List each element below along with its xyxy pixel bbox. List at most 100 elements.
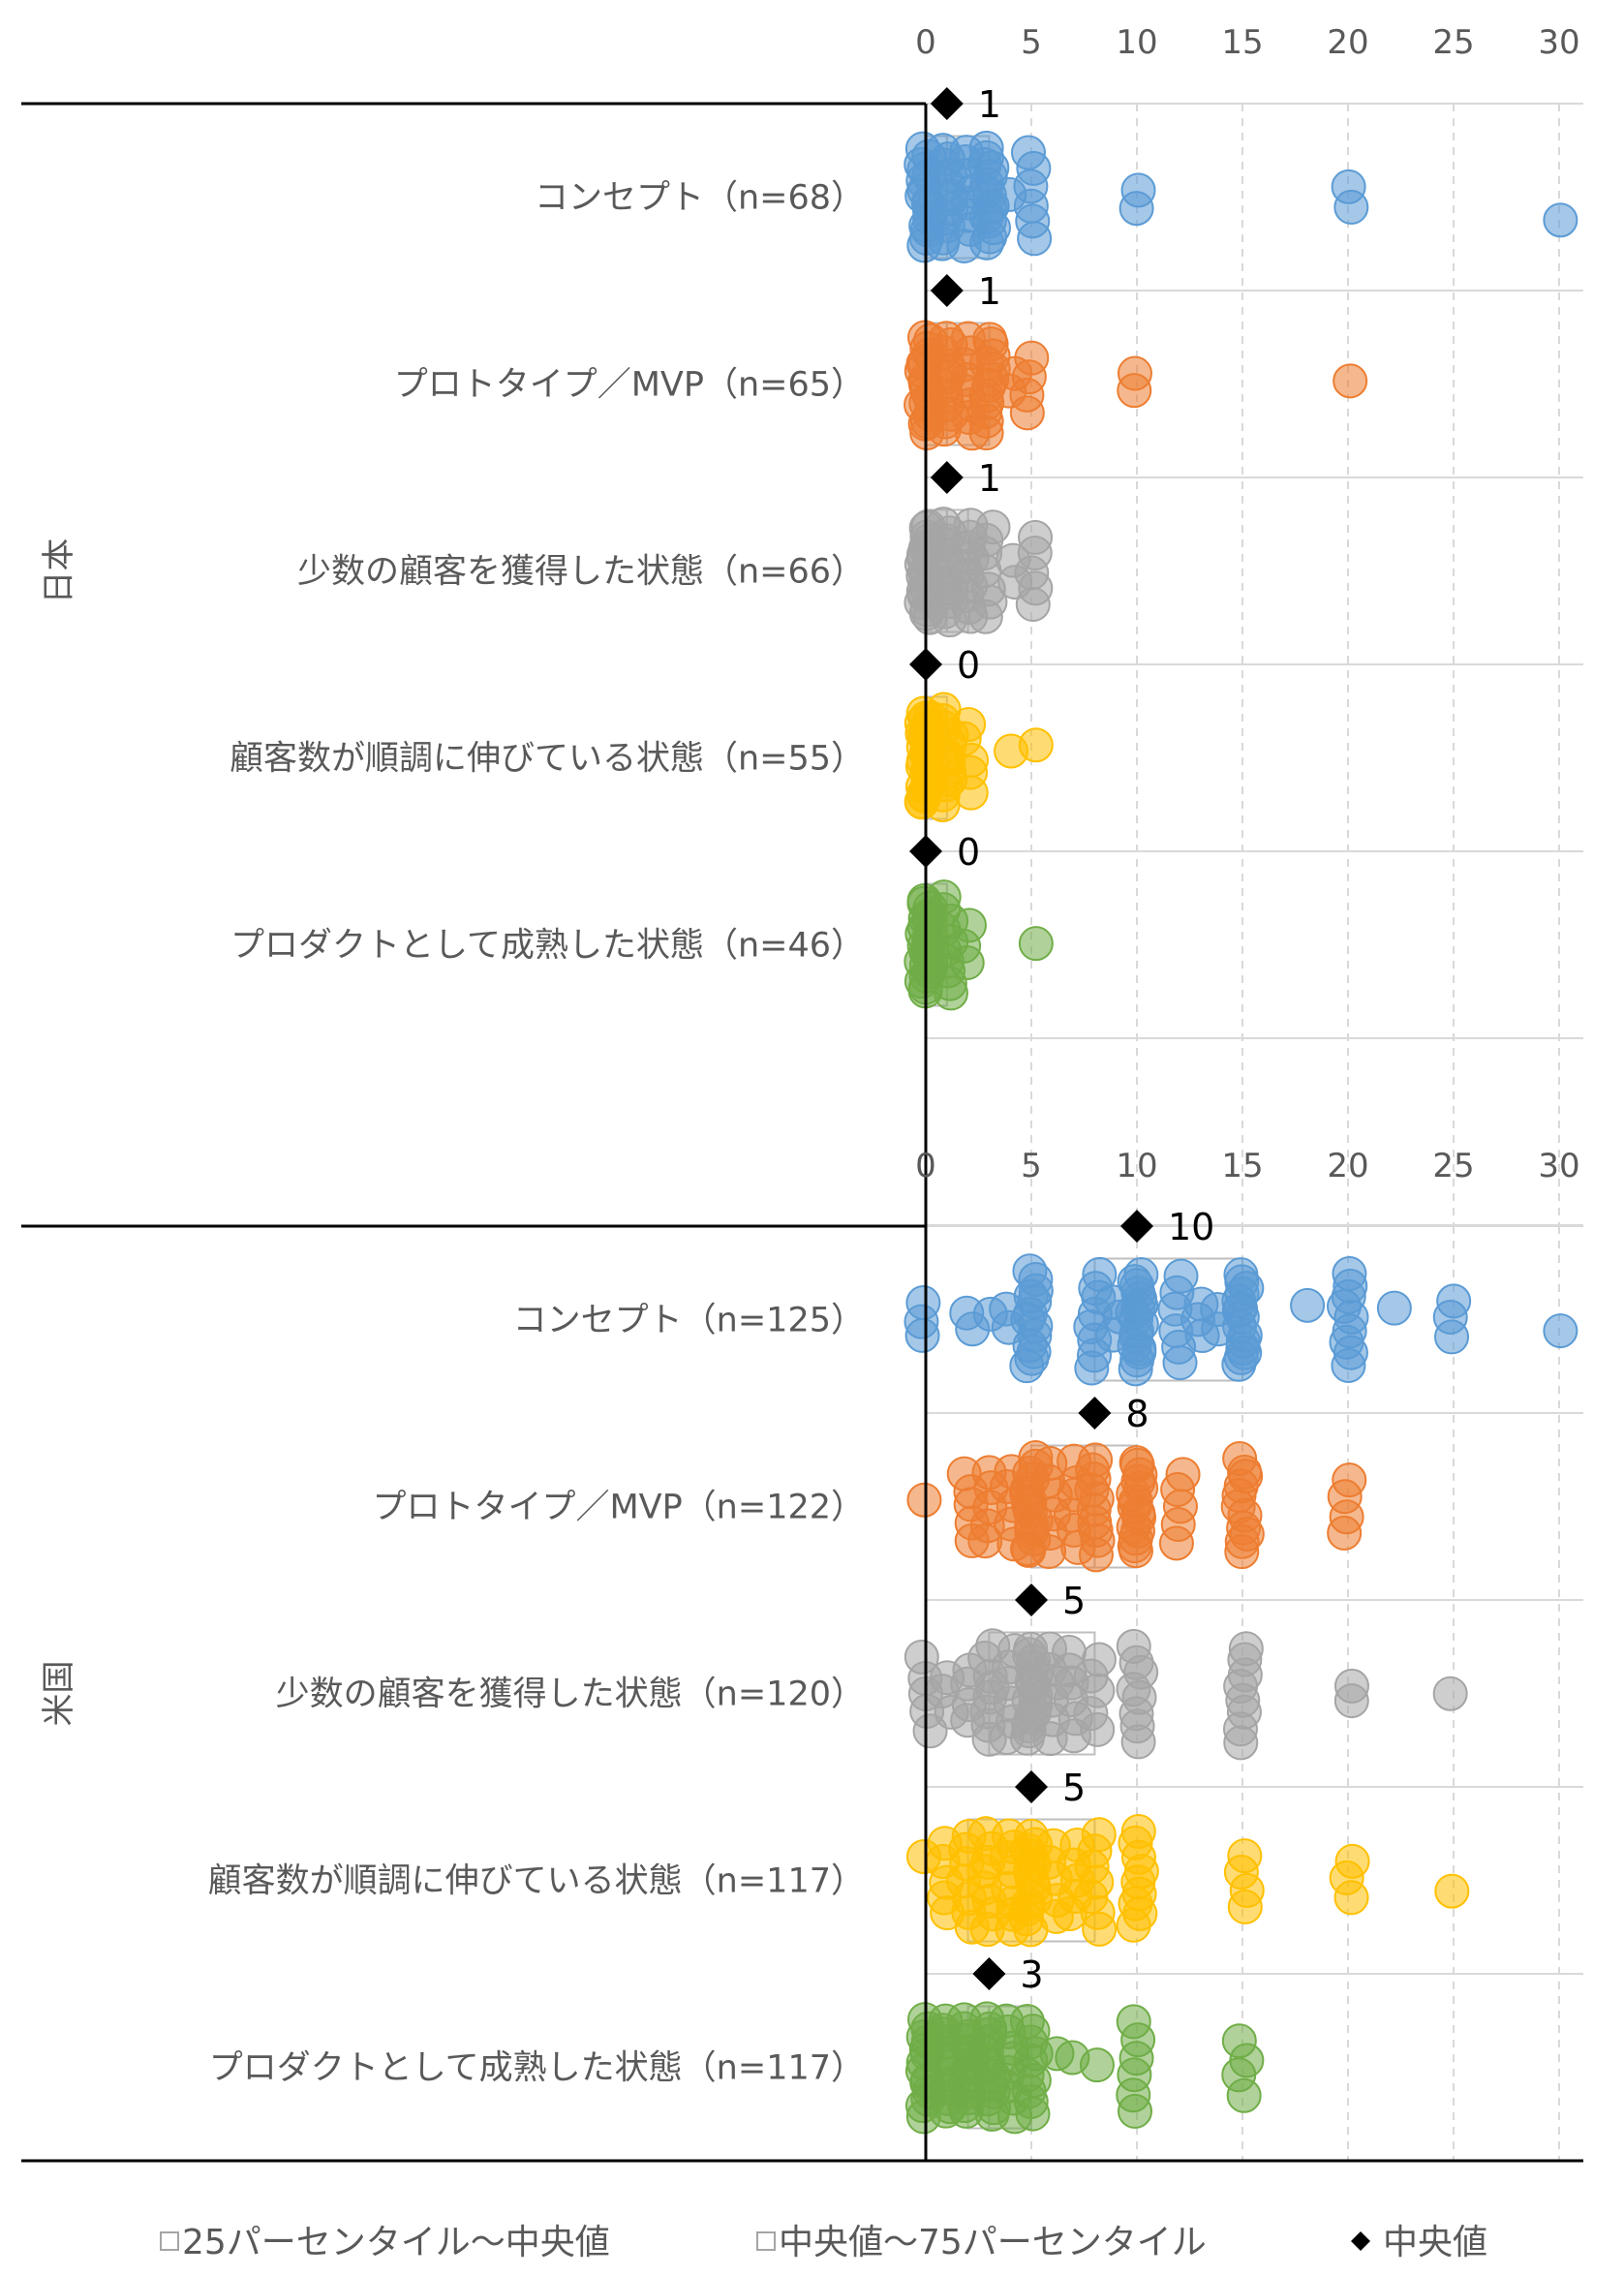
data-point [953, 775, 989, 811]
category-label: 顧客数が順調に伸びている状態（n=55） [230, 740, 865, 779]
x-tick-label: 25 [1432, 1147, 1474, 1185]
data-point [1118, 191, 1154, 227]
data-point [1290, 1287, 1326, 1323]
data-point [1227, 1889, 1263, 1924]
legend-label-median-q3: 中央値～75パーセンタイル [779, 2223, 1207, 2262]
median-label: 1 [978, 83, 1001, 126]
median-marker [1015, 1770, 1048, 1803]
data-point [1116, 1907, 1151, 1943]
data-point [968, 415, 1004, 451]
data-point [1543, 1313, 1578, 1349]
group-label: 米国 [40, 1661, 78, 1727]
legend-swatch-median-q3 [756, 2231, 776, 2251]
x-tick-label: 5 [1021, 1147, 1042, 1185]
median-label: 8 [1125, 1393, 1149, 1435]
data-point [1018, 926, 1054, 962]
median-marker [1078, 1397, 1112, 1430]
data-point [1017, 221, 1053, 257]
data-point [1079, 2047, 1115, 2083]
data-point [1117, 373, 1152, 409]
legend-diamond-marker [1351, 2231, 1370, 2251]
x-tick-label: 0 [915, 1147, 936, 1185]
x-tick-label: 10 [1116, 23, 1157, 62]
points-layer [904, 130, 1578, 2135]
median-label: 1 [978, 270, 1001, 313]
data-point [1015, 2096, 1051, 2132]
category-label: 顧客数が順調に伸びている状態（n=117） [208, 1862, 865, 1901]
data-point [1333, 1683, 1369, 1719]
group-label: 日本 [40, 538, 78, 604]
category-label: プロダクトとして成熟した状態（n=46） [230, 927, 865, 966]
median-label: 5 [1062, 1767, 1086, 1809]
category-label: 少数の顧客を獲得した状態（n=120） [276, 1676, 865, 1714]
axes-layer [21, 102, 1583, 2163]
data-point [1331, 1347, 1366, 1383]
median-marker [930, 87, 964, 120]
data-point [1009, 1348, 1045, 1384]
median-marker [909, 648, 942, 681]
category-label: 少数の顧客を獲得した状態（n=66） [297, 553, 865, 592]
data-point [1434, 1873, 1470, 1909]
data-point [1120, 1724, 1156, 1760]
x-tick-label: 20 [1327, 23, 1368, 62]
data-point [1118, 1351, 1153, 1387]
data-point [904, 1317, 940, 1353]
median-label: 0 [957, 831, 980, 874]
median-marker [930, 461, 964, 494]
x-tick-label: 0 [915, 23, 936, 62]
legend-swatch-q1-median [160, 2231, 179, 2251]
data-point [1333, 363, 1368, 399]
data-point [1434, 1319, 1470, 1355]
data-point [1432, 1676, 1468, 1711]
data-point [967, 599, 1003, 634]
data-point [1333, 189, 1369, 225]
data-point [1327, 1515, 1363, 1551]
data-point [1333, 1880, 1369, 1916]
legend: 25パーセンタイル～中央値 中央値～75パーセンタイル 中央値 [160, 2223, 1487, 2262]
legend-label-median: 中央値 [1383, 2223, 1487, 2262]
data-point [1223, 1725, 1259, 1761]
median-label: 5 [1062, 1580, 1086, 1622]
median-label: 10 [1168, 1206, 1214, 1248]
median-marker [1015, 1584, 1048, 1616]
x-tick-label: 15 [1221, 23, 1263, 62]
data-point [1162, 1345, 1198, 1381]
median-marker [909, 835, 942, 868]
category-label: プロトタイプ／MVP（n=65） [394, 366, 865, 405]
data-point [1118, 2093, 1153, 2129]
data-point [906, 1482, 942, 1518]
median-marker [930, 274, 964, 307]
category-label: コンセプト（n=125） [513, 1302, 865, 1340]
category-label: プロトタイプ／MVP（n=122） [372, 1489, 865, 1527]
category-label: コンセプト（n=68） [535, 179, 865, 218]
x-tick-label: 30 [1538, 1147, 1579, 1185]
text-layer: 0 5 10 15 20 25 30日本コンセプト（n=68）1プロトタイプ／MVP（n=6… [40, 23, 1580, 2088]
x-tick-label: 5 [1021, 23, 1042, 62]
x-tick-label: 30 [1538, 23, 1579, 62]
data-point [1158, 1525, 1194, 1561]
x-tick-label: 25 [1432, 23, 1474, 62]
data-point [1018, 727, 1054, 763]
data-point [949, 945, 985, 981]
data-point [1015, 587, 1051, 623]
data-point [1224, 1534, 1260, 1570]
median-label: 0 [957, 644, 980, 687]
data-point [1543, 202, 1578, 238]
legend-label-q1-median: 25パーセンタイル～中央値 [182, 2223, 610, 2262]
category-label: プロダクトとして成熟した状態（n=117） [209, 2049, 865, 2088]
data-point [1080, 1711, 1116, 1747]
x-tick-label: 20 [1327, 1147, 1368, 1185]
data-point [1074, 1350, 1110, 1386]
x-tick-label: 15 [1221, 1147, 1263, 1185]
median-label: 3 [1020, 1953, 1043, 1996]
data-point [1376, 1290, 1412, 1326]
x-tick-label: 10 [1116, 1147, 1157, 1185]
data-point [1226, 2077, 1262, 2113]
data-point [1118, 1533, 1153, 1569]
median-marker [972, 1957, 1006, 1990]
median-label: 1 [978, 457, 1001, 500]
data-point [1009, 395, 1045, 431]
median-marker [1120, 1210, 1153, 1243]
data-point [969, 225, 1005, 261]
